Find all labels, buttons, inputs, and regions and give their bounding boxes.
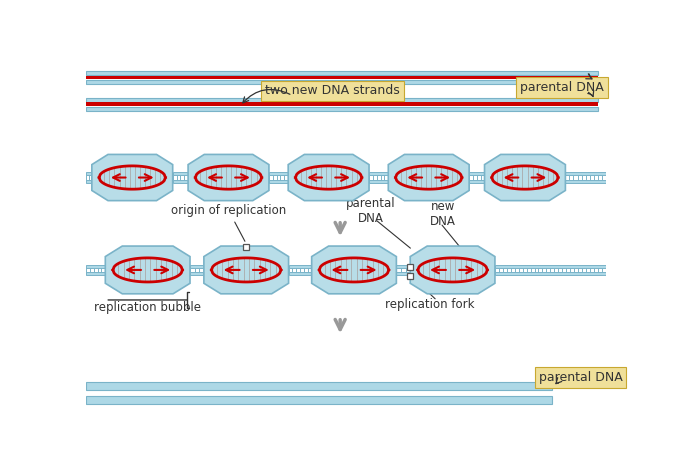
Polygon shape (204, 246, 289, 294)
Bar (369, 180, 388, 183)
Polygon shape (92, 154, 173, 201)
Bar (86, 264, 105, 268)
Text: two new DNA strands: two new DNA strands (265, 84, 400, 97)
Bar (86, 172, 92, 175)
Bar (269, 180, 288, 183)
Bar (86, 80, 598, 84)
Bar (86, 272, 105, 275)
Text: origin of replication: origin of replication (171, 204, 286, 241)
Polygon shape (204, 246, 289, 294)
Polygon shape (288, 154, 369, 201)
Polygon shape (105, 246, 190, 294)
Bar (566, 172, 605, 175)
Bar (495, 272, 606, 275)
Polygon shape (312, 246, 396, 294)
Bar (86, 102, 598, 106)
Text: new
DNA: new DNA (429, 200, 456, 228)
Bar (190, 272, 204, 275)
Polygon shape (410, 246, 495, 294)
Polygon shape (485, 154, 566, 201)
Bar (566, 180, 605, 183)
Bar (86, 180, 92, 183)
Bar (289, 264, 312, 268)
Polygon shape (188, 154, 269, 201)
Bar (407, 264, 413, 270)
Bar (173, 180, 188, 183)
Bar (86, 98, 598, 102)
Bar (369, 172, 388, 175)
Bar (469, 172, 485, 175)
Bar (86, 396, 552, 404)
Bar (269, 172, 288, 175)
Bar (173, 172, 188, 175)
Bar (190, 264, 204, 268)
Polygon shape (485, 154, 566, 201)
Bar (396, 264, 410, 268)
Text: parental
DNA: parental DNA (346, 197, 396, 226)
Polygon shape (288, 154, 369, 201)
Bar (243, 244, 249, 250)
Polygon shape (312, 246, 396, 294)
Polygon shape (92, 154, 173, 201)
Bar (495, 264, 606, 268)
Polygon shape (105, 246, 190, 294)
Bar (469, 180, 485, 183)
Bar (407, 273, 413, 279)
Bar (289, 272, 312, 275)
Bar (86, 76, 598, 79)
Bar (86, 382, 552, 390)
Bar (86, 107, 598, 110)
Text: parental DNA: parental DNA (539, 371, 622, 384)
Bar (86, 71, 598, 75)
Text: parental DNA: parental DNA (520, 81, 604, 94)
Polygon shape (188, 154, 269, 201)
Bar (396, 272, 410, 275)
Text: replication fork: replication fork (385, 298, 475, 311)
Polygon shape (388, 154, 469, 201)
Polygon shape (410, 246, 495, 294)
Polygon shape (388, 154, 469, 201)
Text: replication bubble: replication bubble (95, 301, 201, 314)
